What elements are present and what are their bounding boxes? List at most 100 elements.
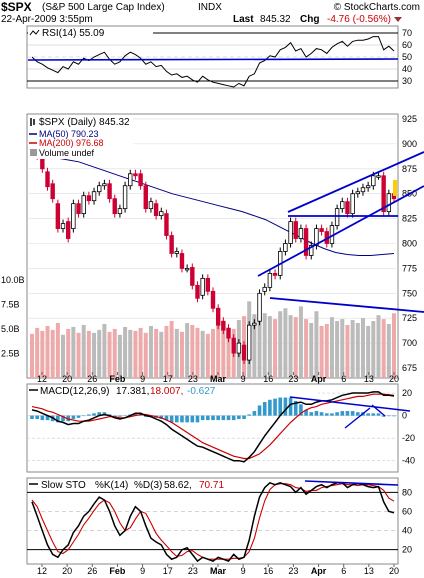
- volume-bar: [314, 311, 319, 378]
- macd-histogram-bar: [273, 398, 277, 416]
- volume-bar: [179, 331, 184, 378]
- price-tick-label: 775: [402, 263, 417, 273]
- macd-histogram-bar: [76, 415, 81, 418]
- rsi-panel: 70 60 50 40 30 RSI(14) 55.09: [26, 25, 412, 89]
- volume-bar: [205, 333, 210, 378]
- volume-bar: [97, 329, 102, 378]
- candle-body: [283, 243, 288, 252]
- candle-body: [345, 201, 350, 215]
- last-label: Last: [233, 14, 254, 25]
- macd-histogram-bar: [206, 415, 210, 421]
- macd-histogram-bar: [175, 415, 179, 423]
- rsi-tick-label: 30: [402, 76, 412, 86]
- macd-panel: 200-20-40 MACD(12,26,9) 17.381, 18.007, …: [26, 383, 415, 473]
- candle-body: [97, 185, 102, 193]
- macd-histogram-bar: [345, 411, 350, 416]
- macd-histogram-bar: [30, 415, 34, 419]
- volume-bar: [61, 334, 66, 378]
- volume-legend: Volume undef: [39, 148, 95, 158]
- x-tick-label: 26: [87, 374, 97, 384]
- candle-body: [309, 245, 314, 256]
- volume-bar: [185, 323, 190, 378]
- volume-bar: [195, 327, 200, 378]
- rsi-tick-label: 50: [402, 52, 412, 62]
- volume-bar: [216, 320, 221, 378]
- candle-body: [55, 203, 61, 229]
- volume-tick-label: 7.5B: [1, 299, 20, 309]
- candle-body: [272, 272, 278, 276]
- volume-tick-label: 10.0B: [1, 275, 25, 285]
- macd-histogram-bar: [356, 412, 360, 416]
- volume-bar: [257, 307, 262, 378]
- volume-bar: [174, 328, 179, 378]
- candle-body: [117, 208, 123, 215]
- candle-body: [288, 221, 293, 244]
- volume-bar: [273, 319, 278, 378]
- macd-histogram-bar: [247, 414, 251, 416]
- macd-histogram-bar: [35, 415, 39, 419]
- candle-body: [355, 191, 360, 195]
- x-tick-label: 6: [341, 374, 346, 384]
- candle-body: [169, 235, 174, 254]
- volume-bar: [169, 321, 174, 378]
- volume-bar: [355, 323, 360, 378]
- macd-histogram-bar: [216, 415, 220, 421]
- macd-histogram-bar: [226, 415, 231, 421]
- candle-body: [81, 195, 86, 215]
- volume-bar: [55, 323, 60, 378]
- sto-d-line: [31, 483, 395, 560]
- candle-body: [122, 185, 128, 210]
- x-tick-label: 23: [288, 566, 298, 576]
- sto-tick-label: 60: [402, 506, 412, 516]
- volume-bar: [267, 316, 272, 378]
- price-legend: $SPX (Daily) 845.32 MA(50) 790.23 MA(200…: [28, 115, 133, 159]
- macd-histogram-bar: [40, 415, 45, 421]
- macd-histogram-bar: [288, 397, 293, 416]
- macd-histogram-bar: [123, 415, 127, 417]
- volume-bar: [252, 314, 257, 378]
- macd-histogram-bar: [97, 412, 102, 416]
- chg-value: -4.76 (-0.56%): [327, 14, 391, 25]
- chart-date: 22-Apr-2009 3:55pm: [1, 14, 93, 25]
- x-tick-label: 12: [37, 374, 47, 384]
- candle-body: [293, 221, 298, 239]
- volume-bar: [117, 334, 122, 378]
- macd-histogram-bar: [195, 415, 200, 423]
- macd-histogram-bar: [200, 415, 205, 421]
- price-tick-label: 875: [402, 164, 417, 174]
- volume-bar: [40, 330, 45, 378]
- volume-bar: [123, 326, 128, 378]
- macd-histogram-bar: [314, 411, 319, 416]
- x-tick-label: 20: [389, 374, 399, 384]
- volume-legend-icon: [30, 149, 37, 156]
- price-tick-label: 725: [402, 313, 417, 323]
- macd-frame: [26, 383, 399, 473]
- candle-body: [381, 175, 386, 213]
- candle-body: [184, 268, 190, 271]
- macd-histogram-bar: [164, 415, 169, 421]
- x-tick-label: 9: [140, 566, 145, 576]
- volume-bar: [102, 324, 107, 378]
- ma50-line: [31, 153, 395, 256]
- volume-tick-label: 5.0B: [1, 324, 20, 334]
- macd-histogram-bar: [381, 415, 386, 417]
- volume-bar: [371, 321, 376, 378]
- macd-histogram-bar: [257, 405, 262, 416]
- volume-bar: [164, 325, 169, 378]
- rsi-legend-bg: [28, 27, 153, 38]
- macd-legend-label: MACD(12,26,9): [40, 386, 109, 397]
- macd-histogram-bar: [133, 413, 138, 416]
- macd-histogram-bar: [169, 415, 174, 423]
- x-tick-label: 23: [188, 566, 198, 576]
- macd-histogram-bar: [278, 397, 283, 416]
- candle-body: [200, 277, 205, 296]
- macd-histogram-bar: [252, 411, 257, 416]
- price-tick-label: 900: [402, 139, 417, 149]
- candle-body: [50, 183, 55, 200]
- volume-bar: [128, 329, 133, 378]
- sto-legend-d-val: 70.71: [199, 480, 224, 491]
- x-tick-label: 23: [288, 374, 298, 384]
- x-tick-label: 20: [389, 566, 399, 576]
- rsi-line: [31, 36, 395, 88]
- candle-body: [252, 322, 257, 326]
